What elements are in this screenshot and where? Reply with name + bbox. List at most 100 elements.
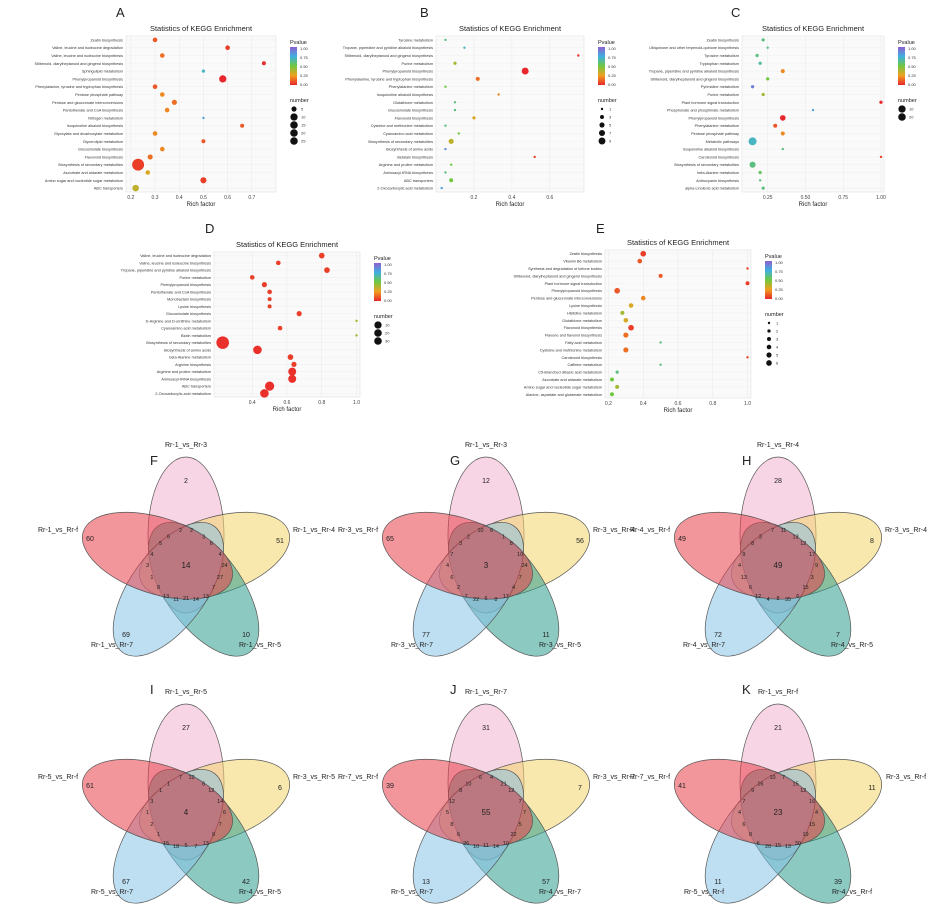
venn-set-5 bbox=[674, 758, 825, 847]
term-label: Tropane, piperidine and pyridine alkaloi… bbox=[343, 46, 433, 50]
size-tick-label: 10 bbox=[385, 323, 390, 328]
pvalue-legend-title: Pvalue bbox=[765, 254, 782, 260]
panel-letter: D bbox=[205, 221, 214, 236]
venn-overlap-count: 13 bbox=[203, 841, 209, 847]
venn-set-5 bbox=[674, 511, 825, 600]
venn-overlap-count: 12 bbox=[800, 788, 806, 794]
venn-set-5 bbox=[382, 758, 533, 847]
size-legend-dot bbox=[598, 129, 606, 137]
venn-set-label: Rr-5_vs_Rr-f bbox=[38, 774, 78, 781]
venn-overlap-count: 7 bbox=[782, 775, 785, 781]
pvalue-colorbar bbox=[765, 261, 772, 299]
term-label: Phenylalanine, tyrosine and tryptophan b… bbox=[345, 77, 433, 81]
venn-overlap-count: 14 bbox=[217, 799, 223, 805]
venn-overlap-count: 8 bbox=[157, 585, 160, 591]
term-label: Valine, leucine and isoleucine biosynthe… bbox=[51, 54, 123, 58]
venn-overlap-count: 12 bbox=[449, 799, 455, 805]
pvalue-tick-label: 0.00 bbox=[775, 296, 784, 301]
venn-overlap-count: 7 bbox=[179, 775, 182, 781]
enrichment-dot bbox=[260, 389, 269, 398]
venn-overlap-count: 1 bbox=[167, 781, 170, 787]
enrichment-dot bbox=[773, 123, 778, 128]
venn-overlap-count: 9 bbox=[742, 552, 745, 558]
size-legend-dot bbox=[290, 113, 298, 121]
size-legend-dot bbox=[766, 352, 772, 358]
term-label: Stilbenoid, diarylheptanoid and gingerol… bbox=[345, 54, 434, 58]
term-label: Lysine biosynthesis bbox=[178, 305, 211, 309]
venn-overlap-count: 3 bbox=[811, 575, 814, 581]
venn-overlap-count: 13 bbox=[741, 575, 747, 581]
x-tick-label: 0.25 bbox=[763, 195, 773, 201]
panel-letter: G bbox=[450, 453, 460, 468]
venn-set-label: Rr-4_vs_Rr-7 bbox=[539, 889, 581, 896]
enrichment-dot bbox=[472, 116, 476, 120]
size-legend-dot bbox=[374, 321, 382, 329]
venn-center-count: 3 bbox=[484, 561, 489, 570]
venn-overlap-count: 9 bbox=[212, 832, 215, 838]
size-tick-label: 15 bbox=[301, 123, 306, 128]
enrichment-dot bbox=[779, 115, 786, 121]
enrichment-dot bbox=[614, 287, 620, 294]
term-label: Alanine, aspartate and glutamate metabol… bbox=[526, 393, 602, 397]
venn-set-label: Rr-1_vs_Rr-5 bbox=[165, 689, 207, 696]
term-label: Flavonoid biosynthesis bbox=[564, 326, 603, 330]
plot-area bbox=[125, 35, 277, 193]
venn-overlap-count: 15 bbox=[775, 843, 781, 849]
term-label: Vitamin B6 metabolism bbox=[563, 260, 602, 264]
term-label: Pentose phosphate pathway bbox=[691, 132, 739, 136]
size-tick-label: 9 bbox=[609, 139, 612, 144]
term-label: Glutathione metabolism bbox=[562, 319, 602, 323]
venn-overlap-count: 16 bbox=[809, 799, 815, 805]
enrichment-dot bbox=[497, 93, 500, 96]
enrichment-dot bbox=[444, 85, 447, 88]
size-tick-label: 1 bbox=[776, 321, 779, 326]
enrichment-dot bbox=[761, 186, 765, 190]
venn-unique-count: 49 bbox=[678, 536, 686, 543]
term-label: Carotenoid biosynthesis bbox=[698, 155, 739, 159]
venn-unique-count: 41 bbox=[678, 783, 686, 790]
term-label: Zeatin biosynthesis bbox=[569, 252, 602, 256]
venn-overlap-count: 7 bbox=[519, 575, 522, 581]
venn-overlap-count: 6 bbox=[749, 585, 752, 591]
term-label: Flavone and flavonol biosynthesis bbox=[545, 334, 602, 338]
enrichment-dot bbox=[440, 186, 443, 190]
enrichment-dot bbox=[780, 131, 785, 136]
enrichment-dot bbox=[171, 99, 177, 105]
size-tick-label: 1 bbox=[609, 107, 612, 112]
size-legend-dot bbox=[766, 360, 772, 366]
size-tick-label: 20 bbox=[385, 331, 390, 336]
enrichment-dot bbox=[659, 341, 662, 344]
enrichment-dot bbox=[249, 275, 255, 280]
x-tick-label: 0.75 bbox=[838, 195, 848, 201]
venn-unique-count: 60 bbox=[86, 536, 94, 543]
term-label: Carotenoid biosynthesis bbox=[561, 356, 602, 360]
size-legend-title: number bbox=[290, 98, 309, 104]
venn-overlap-count: 2 bbox=[150, 822, 153, 828]
panel-letter: A bbox=[116, 5, 125, 20]
pvalue-tick-label: 0.00 bbox=[608, 82, 617, 87]
chart-title: Statistics of KEGG Enrichment bbox=[459, 24, 562, 33]
size-tick-label: 5 bbox=[301, 107, 304, 112]
venn-diagram-K: K Rr-1_vs_Rr-f Rr-3_vs_Rr-f Rr-4_vs_Rr-f Rr-… bbox=[630, 682, 926, 904]
venn-overlap-count: 14 bbox=[493, 844, 499, 850]
size-tick-label: 20 bbox=[909, 115, 914, 120]
term-label: Purine metabolism bbox=[180, 276, 211, 280]
x-axis-label: Rich factor bbox=[496, 202, 525, 208]
venn-overlap-count: 10 bbox=[503, 841, 509, 847]
enrichment-dot bbox=[628, 303, 634, 308]
enrichment-dot bbox=[152, 131, 158, 136]
venn-overlap-count: 6 bbox=[742, 822, 745, 828]
venn-set-5 bbox=[82, 511, 233, 600]
term-label: Purine metabolism bbox=[402, 62, 433, 66]
term-label: Glucosinolate biosynthesis bbox=[388, 109, 433, 113]
size-legend-dot bbox=[598, 137, 606, 145]
term-label: Anthocyanin biosynthesis bbox=[696, 179, 739, 183]
x-axis-label: Rich factor bbox=[187, 202, 216, 208]
pvalue-tick-label: 0.75 bbox=[908, 55, 917, 60]
venn-set-label: Rr-7_vs_Rr-f bbox=[630, 774, 670, 781]
chart-title: Statistics of KEGG Enrichment bbox=[627, 238, 730, 247]
x-tick-label: 1.00 bbox=[876, 195, 886, 201]
size-legend-dot bbox=[374, 337, 382, 345]
enrichment-dot bbox=[533, 155, 536, 159]
venn-overlap-count: 24 bbox=[521, 563, 527, 569]
